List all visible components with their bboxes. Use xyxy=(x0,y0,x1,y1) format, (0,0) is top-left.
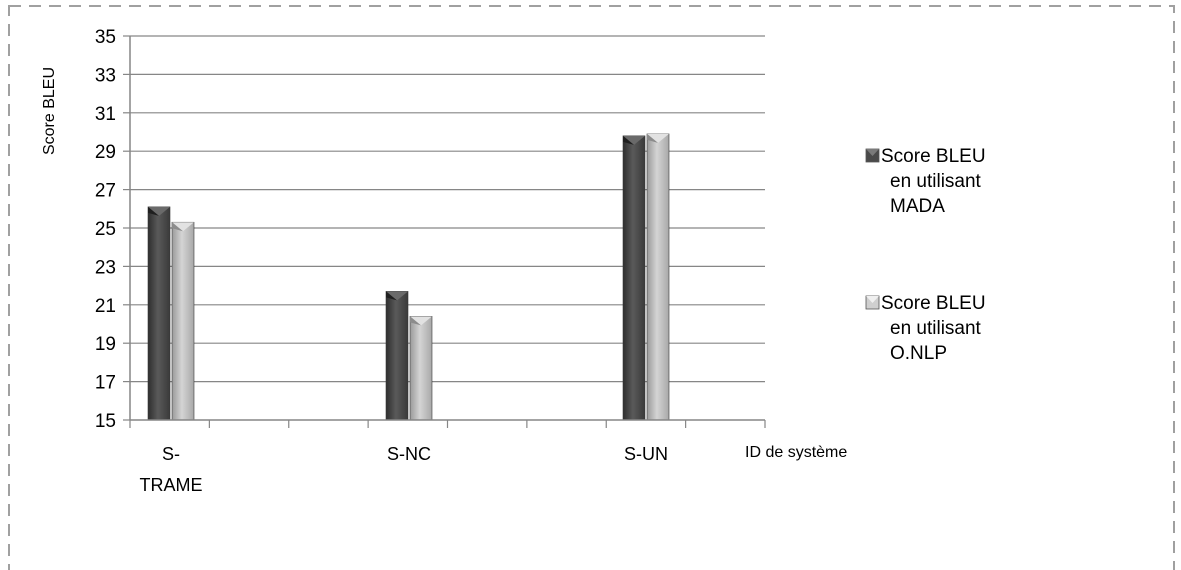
chart-border xyxy=(8,5,1175,570)
y-tick-label: 19 xyxy=(95,334,116,355)
legend-label: Score BLEU en utilisant O.NLP xyxy=(881,293,986,364)
y-tick-labels: 15 17 19 21 23 25 27 29 31 33 35 xyxy=(95,27,116,432)
x-category-label: S-UN xyxy=(624,444,668,464)
legend-label: Score BLEU en utilisant MADA xyxy=(881,146,986,217)
bar-onlp-s-un xyxy=(646,133,670,421)
y-tick-label: 29 xyxy=(95,142,116,163)
legend-item-mada: Score BLEU en utilisant MADA xyxy=(865,146,986,217)
legend: Score BLEU en utilisant MADA Score BLEU en u… xyxy=(865,146,986,364)
legend-item-onlp: Score BLEU en utilisant O.NLP xyxy=(865,293,986,364)
y-axis-title: Score BLEU xyxy=(41,67,58,155)
axes xyxy=(129,36,766,428)
x-category-label: S-TRAME xyxy=(140,444,203,495)
bars xyxy=(147,133,670,421)
y-tick-label: 23 xyxy=(95,257,116,278)
y-tick-label: 31 xyxy=(95,104,116,125)
bar-onlp-s-nc xyxy=(409,316,433,421)
bar-mada-s-trame xyxy=(147,206,171,421)
x-axis-title: ID de système xyxy=(745,444,847,461)
bar-mada-s-nc xyxy=(385,291,409,421)
bar-mada-s-un xyxy=(622,135,646,421)
y-tick-label: 35 xyxy=(95,27,116,48)
y-tick-label: 27 xyxy=(95,181,116,202)
y-tick-label: 25 xyxy=(95,219,116,240)
bar-onlp-s-trame xyxy=(171,221,195,421)
y-tick-label: 15 xyxy=(95,411,116,432)
x-category-labels: S-TRAME S-NC S-UN xyxy=(140,444,669,495)
y-tick-label: 21 xyxy=(95,296,116,317)
y-tick-label: 33 xyxy=(95,65,116,86)
y-tick-label: 17 xyxy=(95,373,116,394)
x-category-label: S-NC xyxy=(387,444,431,464)
